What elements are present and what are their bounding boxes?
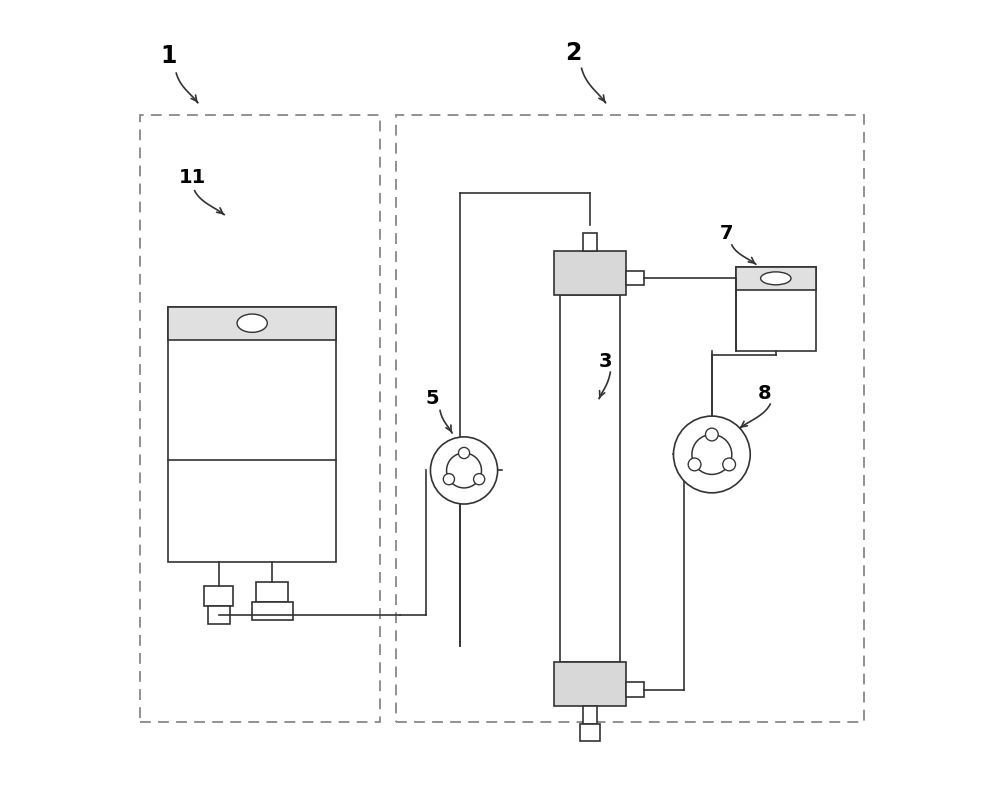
Ellipse shape xyxy=(237,314,267,332)
FancyBboxPatch shape xyxy=(560,295,620,663)
FancyBboxPatch shape xyxy=(252,602,293,620)
Circle shape xyxy=(705,428,718,441)
FancyBboxPatch shape xyxy=(736,266,816,290)
Ellipse shape xyxy=(761,272,791,285)
Text: 2: 2 xyxy=(566,41,582,65)
FancyBboxPatch shape xyxy=(554,663,626,706)
Text: 3: 3 xyxy=(598,352,612,370)
Text: 11: 11 xyxy=(179,167,206,187)
Circle shape xyxy=(688,458,701,471)
Circle shape xyxy=(430,437,498,504)
FancyBboxPatch shape xyxy=(168,307,336,340)
Circle shape xyxy=(673,416,750,493)
Circle shape xyxy=(723,458,736,471)
Circle shape xyxy=(458,448,470,459)
Text: 1: 1 xyxy=(160,43,177,68)
Circle shape xyxy=(692,435,732,474)
FancyBboxPatch shape xyxy=(168,307,336,563)
FancyBboxPatch shape xyxy=(583,706,597,724)
FancyBboxPatch shape xyxy=(736,266,816,350)
FancyBboxPatch shape xyxy=(554,250,626,295)
FancyBboxPatch shape xyxy=(256,582,288,602)
Circle shape xyxy=(474,473,485,485)
FancyBboxPatch shape xyxy=(583,233,597,250)
FancyBboxPatch shape xyxy=(580,724,600,741)
FancyBboxPatch shape xyxy=(626,270,644,285)
FancyBboxPatch shape xyxy=(204,586,233,606)
Text: 8: 8 xyxy=(758,383,772,402)
FancyBboxPatch shape xyxy=(208,606,230,624)
Text: 5: 5 xyxy=(426,389,439,408)
Circle shape xyxy=(447,453,481,488)
Text: 7: 7 xyxy=(720,224,733,242)
Circle shape xyxy=(443,473,454,485)
FancyBboxPatch shape xyxy=(626,683,644,696)
